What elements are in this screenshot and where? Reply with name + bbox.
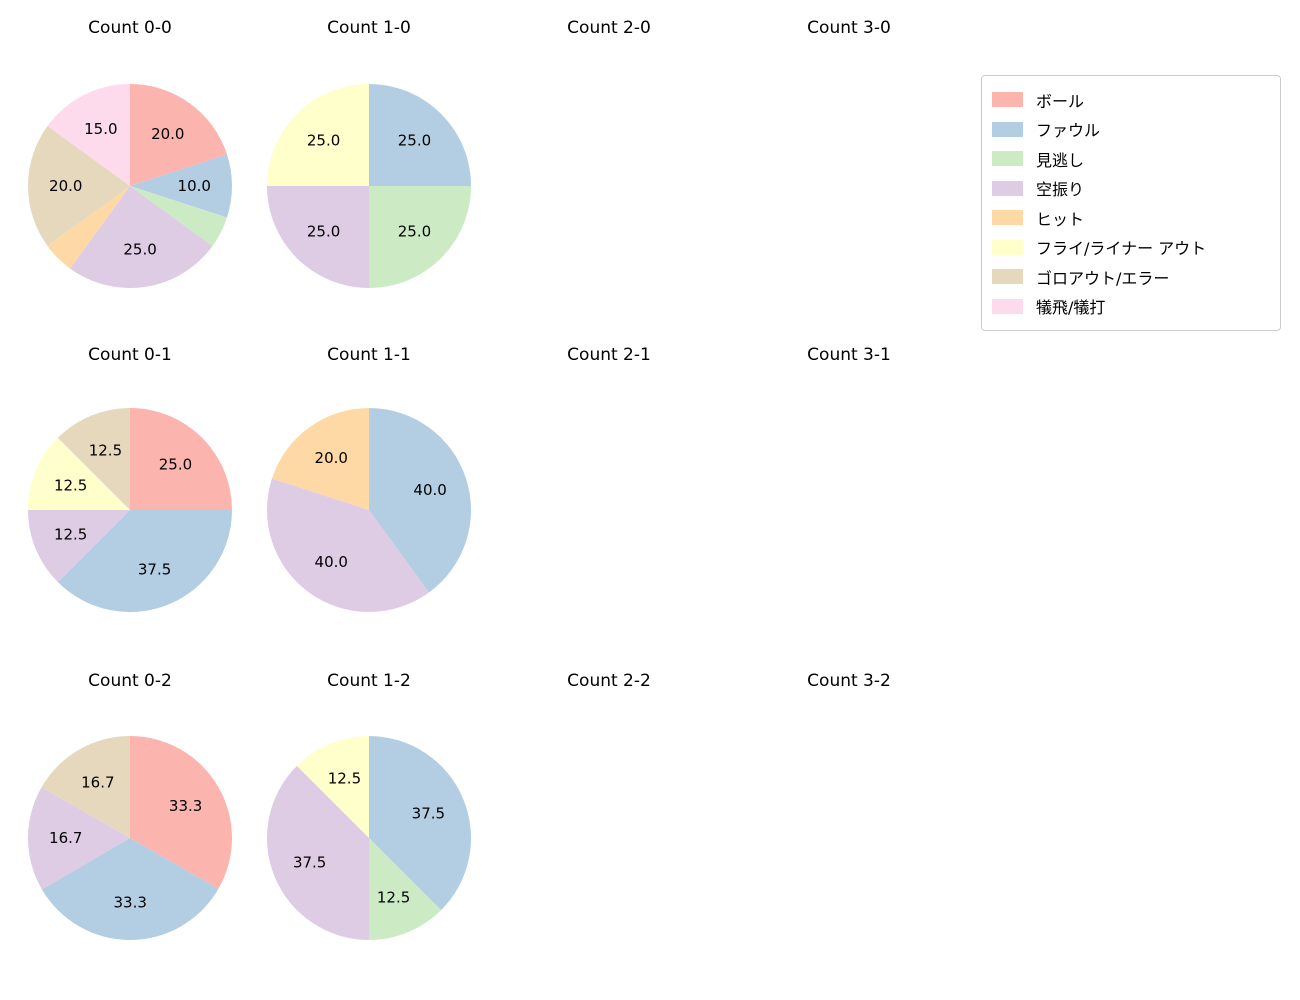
pie-slice-label: 10.0 — [178, 177, 211, 195]
legend-swatch-icon — [992, 151, 1023, 167]
pie-slice — [369, 408, 471, 593]
pie-slice — [70, 186, 213, 288]
pie-slice-label: 33.3 — [169, 797, 202, 815]
legend-swatch-icon — [992, 269, 1023, 285]
legend-label: ボール — [1036, 91, 1085, 111]
legend-item: 犠飛/犠打 — [992, 292, 1270, 322]
chart-title: Count 3-2 — [807, 671, 891, 691]
pie-slice — [130, 83, 228, 186]
pie-slice — [28, 126, 130, 246]
pie-slice-label: 16.7 — [49, 829, 82, 847]
pie-slice — [28, 787, 130, 890]
pie-slice-label: 25.0 — [307, 132, 340, 150]
chart-title: Count 3-1 — [807, 345, 891, 365]
pie-slice — [296, 736, 369, 838]
pie-chart: 40.0 40.0 20.0 — [266, 408, 471, 612]
pie-slice — [369, 736, 471, 911]
pie-slice-label: 40.0 — [315, 553, 348, 571]
pie-slice — [28, 437, 130, 510]
chart-title: Count 2-2 — [567, 671, 651, 691]
pie-chart: 33.3 33.3 16.7 16.7 — [28, 736, 232, 940]
pie-slice — [57, 408, 130, 510]
pie-slice — [271, 408, 369, 510]
pie-slice-label: 25.0 — [307, 222, 340, 240]
pie-slice-label: 40.0 — [413, 481, 446, 499]
pie-slice — [47, 84, 130, 186]
pie-slice-label: 25.0 — [159, 456, 192, 474]
legend: ボールファウル見逃し空振りヒットフライ/ライナー アウト ゴロアウト/エラー 犠飛/… — [981, 75, 1281, 331]
pie-slice-label: 12.5 — [89, 442, 122, 460]
pie-slice-label: 12.5 — [328, 770, 361, 788]
pie-slice — [267, 186, 369, 288]
pie-slice — [28, 510, 130, 583]
chart-title: Count 1-0 — [327, 18, 411, 38]
legend-item: ファウル — [992, 115, 1270, 145]
legend-swatch-icon — [992, 121, 1023, 137]
pie-chart: 37.5 12.5 37.5 12.5 — [267, 736, 471, 940]
chart-title: Count 1-1 — [327, 345, 411, 365]
legend-label: フライ/ライナー アウト — [1036, 239, 1207, 259]
chart-title: Count 0-2 — [88, 671, 172, 691]
legend-item: ボール — [992, 85, 1270, 115]
pie-chart: 20.0 10.0 25.0 20.0 15.0 — [28, 83, 233, 288]
legend-label: 犠飛/犠打 — [1036, 298, 1106, 318]
pie-slice-label: 20.0 — [151, 125, 184, 143]
legend-item: ゴロアウト/エラー — [992, 262, 1270, 292]
legend-item: ヒット — [992, 203, 1270, 233]
pie-slice — [266, 478, 429, 612]
pie-slice — [369, 186, 471, 288]
pie-slice-label: 16.7 — [81, 773, 114, 791]
pie-slice — [57, 510, 232, 612]
pie-slice — [130, 736, 232, 889]
chart-title: Count 0-0 — [88, 18, 172, 38]
pie-slice — [41, 736, 130, 838]
pie-slice — [47, 186, 130, 269]
pie-slice — [267, 765, 369, 940]
chart-title: Count 2-1 — [567, 345, 651, 365]
pie-slice — [130, 408, 232, 510]
pie-slice-label: 33.3 — [113, 893, 146, 911]
pie-slice — [369, 84, 471, 186]
legend-label: 見逃し — [1036, 150, 1085, 170]
pie-slice — [41, 838, 219, 940]
pie-slice-label: 37.5 — [412, 804, 445, 822]
pie-slice-label: 20.0 — [315, 449, 348, 467]
pie-slice-label: 25.0 — [123, 240, 156, 258]
pie-slice-label: 20.0 — [49, 177, 82, 195]
pie-chart: 25.0 25.0 25.0 25.0 — [267, 84, 471, 288]
pie-slice — [130, 186, 228, 246]
legend-label: ゴロアウト/エラー — [1036, 268, 1170, 288]
legend-item: 見逃し — [992, 144, 1270, 174]
legend-swatch-icon — [992, 180, 1023, 196]
legend-label: 空振り — [1036, 180, 1085, 200]
pie-slice-label: 25.0 — [398, 132, 431, 150]
legend-item: 空振り — [992, 174, 1270, 204]
legend-label: ヒット — [1036, 209, 1085, 229]
pie-chart: 25.037.512.512.512.5 — [28, 408, 232, 612]
pie-slice-label: 37.5 — [293, 854, 326, 872]
pie-slice — [267, 84, 369, 186]
legend-label: ファウル — [1036, 121, 1101, 141]
pie-slice-label: 12.5 — [54, 526, 87, 544]
chart-title: Count 2-0 — [567, 18, 651, 38]
pie-slice — [130, 154, 233, 218]
pie-slice-label: 12.5 — [54, 476, 87, 494]
legend-swatch-icon — [992, 92, 1023, 108]
pie-slice-label: 25.0 — [398, 222, 431, 240]
chart-title: Count 0-1 — [88, 345, 172, 365]
pie-slice-label: 15.0 — [84, 120, 117, 138]
pie-slice-label: 37.5 — [138, 560, 171, 578]
chart-title: Count 3-0 — [807, 18, 891, 38]
legend-item: フライ/ライナー アウト — [992, 233, 1270, 263]
legend-swatch-icon — [992, 239, 1023, 255]
chart-title: Count 1-2 — [327, 671, 411, 691]
pie-slice-label: 12.5 — [377, 888, 410, 906]
pie-slice — [369, 838, 442, 940]
legend-swatch-icon — [992, 210, 1023, 226]
legend-swatch-icon — [992, 298, 1023, 314]
